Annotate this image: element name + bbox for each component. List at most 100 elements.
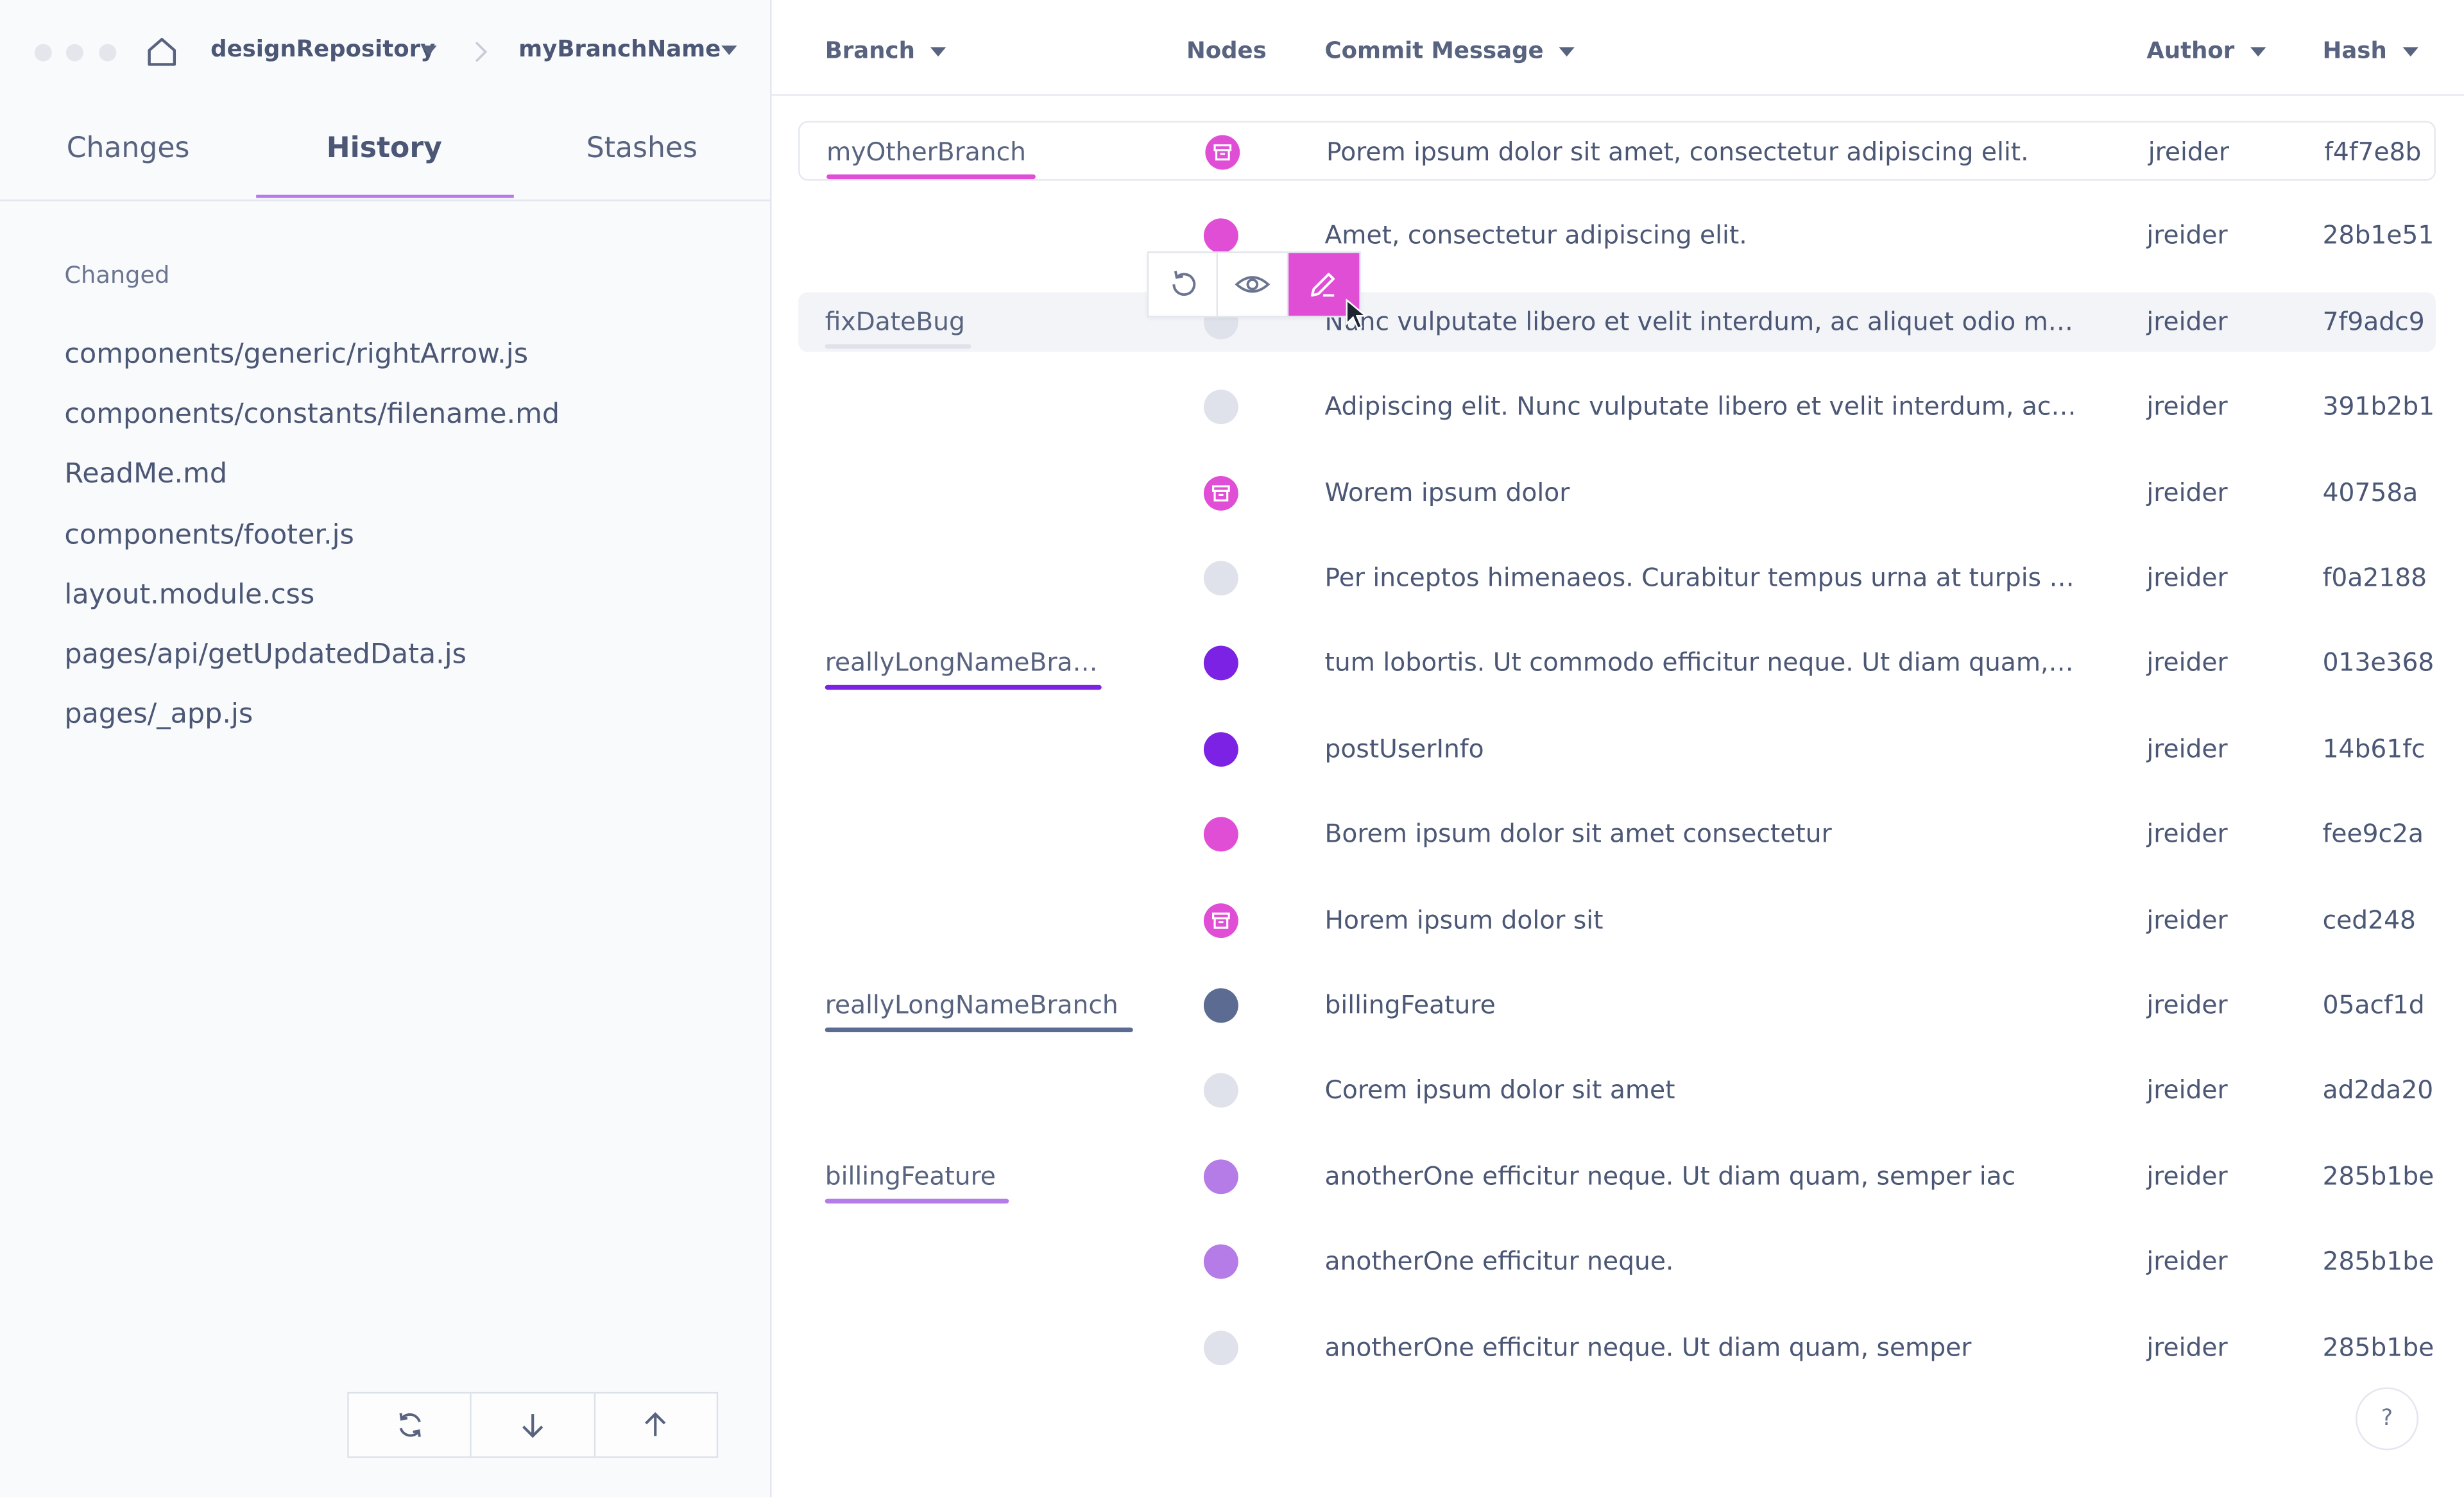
commit-node[interactable]: [1203, 1245, 1238, 1279]
refresh-icon: [398, 1413, 420, 1437]
column-header-author[interactable]: Author: [2146, 39, 2266, 64]
commit-author: jreider: [2146, 1075, 2228, 1105]
sync-button-group: [347, 1392, 719, 1458]
tab-stashes[interactable]: Stashes: [586, 132, 698, 166]
commit-hash[interactable]: 40758a: [2322, 477, 2418, 507]
chevron-down-icon[interactable]: [721, 46, 737, 55]
pull-button[interactable]: [472, 1393, 595, 1457]
active-tab-indicator: [256, 194, 514, 198]
commit-author: jreider: [2146, 733, 2228, 763]
commit-hash[interactable]: 285b1be: [2322, 1331, 2434, 1362]
view-button[interactable]: [1219, 253, 1288, 316]
commit-row[interactable]: Corem ipsum dolor sit amet jreider ad2da20: [798, 1061, 2436, 1121]
changed-file-item[interactable]: layout.module.css: [64, 579, 315, 611]
commit-node[interactable]: [1203, 219, 1238, 254]
column-header-commit-message[interactable]: Commit Message: [1325, 39, 1575, 64]
changed-file-item[interactable]: pages/_app.js: [64, 699, 253, 731]
commit-hash[interactable]: ced248: [2322, 904, 2416, 935]
branch-label[interactable]: reallyLongNameBranch: [825, 647, 1102, 678]
commit-node[interactable]: [1203, 1330, 1238, 1365]
window-minimize-dot[interactable]: [65, 44, 83, 62]
eye-icon: [1235, 276, 1270, 293]
repository-selector[interactable]: designRepository: [210, 37, 436, 63]
commit-node[interactable]: [1203, 988, 1238, 1023]
tab-history[interactable]: History: [326, 132, 442, 166]
commit-node[interactable]: [1203, 731, 1238, 767]
commit-hash[interactable]: 14b61fc: [2322, 733, 2426, 763]
commit-hash[interactable]: f0a2188: [2322, 562, 2427, 593]
push-button[interactable]: [595, 1393, 716, 1456]
commit-node[interactable]: [1203, 817, 1238, 852]
commit-message: Porem ipsum dolor sit amet, consectetur …: [1326, 137, 2029, 167]
column-header-nodes: Nodes: [1186, 39, 1267, 65]
revert-button[interactable]: [1149, 253, 1219, 316]
branch-label[interactable]: fixDateBug: [825, 306, 965, 336]
commit-row[interactable]: postUserInfo jreider 14b61fc: [798, 719, 2436, 779]
changed-file-item[interactable]: components/generic/rightArrow.js: [64, 339, 529, 371]
commit-row[interactable]: Adipiscing elit. Nunc vulputate libero e…: [798, 377, 2436, 437]
branch-label[interactable]: myOtherBranch: [826, 137, 1027, 167]
chevron-down-icon: [2402, 47, 2418, 57]
commit-hash[interactable]: 013e368: [2322, 647, 2434, 678]
branch-color-underline: [825, 343, 971, 349]
commit-node[interactable]: [1203, 1159, 1238, 1194]
changed-file-item[interactable]: ReadMe.md: [64, 459, 228, 491]
commit-message: billingFeature: [1324, 989, 1496, 1020]
commit-row[interactable]: billingFeature anotherOne efficitur neque…: [798, 1146, 2436, 1206]
commit-node[interactable]: [1203, 1073, 1238, 1109]
branch-label[interactable]: billingFeature: [825, 1161, 996, 1191]
help-button[interactable]: ?: [2356, 1387, 2419, 1451]
commit-row[interactable]: Per inceptos himenaeos. Curabitur tempus…: [798, 549, 2436, 608]
column-header-hash[interactable]: Hash: [2323, 39, 2418, 64]
commit-author: jreider: [2146, 904, 2228, 935]
commit-row[interactable]: reallyLongNameBranch tum lobortis. Ut com…: [798, 634, 2436, 694]
commit-row[interactable]: myOtherBranch Porem ipsum dolor sit amet,…: [798, 121, 2436, 181]
commit-row[interactable]: Amet, consectetur adipiscing elit. jreide…: [798, 207, 2436, 266]
arrow-down-icon: [522, 1414, 543, 1438]
commit-hash[interactable]: 05acf1d: [2322, 989, 2425, 1020]
commit-hash[interactable]: 285b1be: [2322, 1161, 2434, 1191]
commit-hash[interactable]: ad2da20: [2322, 1075, 2434, 1105]
commit-message: Corem ipsum dolor sit amet: [1324, 1075, 1675, 1105]
commit-row[interactable]: Borem ipsum dolor sit amet consectetur jr…: [798, 804, 2436, 864]
commit-hash[interactable]: f4f7e8b: [2324, 137, 2422, 167]
commit-message: Horem ipsum dolor sit: [1324, 904, 1604, 935]
commit-hash[interactable]: 285b1be: [2322, 1246, 2434, 1277]
commit-node[interactable]: [1203, 561, 1238, 596]
window-maximize-dot[interactable]: [99, 44, 117, 62]
commit-row[interactable]: anotherOne efficitur neque. jreider 285b1b…: [798, 1232, 2436, 1291]
branch-selector[interactable]: myBranchName: [518, 37, 721, 63]
home-icon[interactable]: [144, 35, 179, 76]
tab-changes[interactable]: Changes: [66, 132, 190, 166]
commit-hash[interactable]: 7f9adc9: [2322, 306, 2425, 336]
commit-hash[interactable]: 28b1e51: [2322, 220, 2434, 251]
window-close-dot[interactable]: [34, 44, 52, 62]
branch-color-underline: [825, 685, 1102, 691]
stash-node[interactable]: [1203, 903, 1238, 938]
commit-hash[interactable]: fee9c2a: [2322, 819, 2424, 849]
commit-message: Adipiscing elit. Nunc vulputate libero e…: [1324, 391, 2080, 421]
commit-row[interactable]: anotherOne efficitur neque. Ut diam quam…: [798, 1318, 2436, 1377]
changed-file-item[interactable]: components/constants/filename.md: [64, 399, 560, 431]
stash-icon: [1212, 912, 1230, 928]
commit-author: jreider: [2146, 1331, 2228, 1362]
branch-color-underline: [826, 174, 1036, 180]
commit-row[interactable]: Worem ipsum dolor jreider 40758a: [798, 463, 2436, 522]
branch-label[interactable]: reallyLongNameBranch: [825, 989, 1118, 1020]
commit-hash[interactable]: 391b2b1: [2322, 391, 2435, 421]
pencil-icon: [1311, 273, 1335, 297]
commit-author: jreider: [2146, 306, 2228, 336]
commit-node[interactable]: [1203, 389, 1238, 425]
refresh-button[interactable]: [349, 1393, 472, 1457]
changed-file-item[interactable]: pages/api/getUpdatedData.js: [64, 639, 467, 671]
commit-message: Worem ipsum dolor: [1324, 477, 1570, 507]
commit-row[interactable]: reallyLongNameBranch billingFeature jreide…: [798, 976, 2436, 1035]
column-header-branch[interactable]: Branch: [825, 39, 946, 64]
commit-row[interactable]: Horem ipsum dolor sit jreider ced248: [798, 890, 2436, 950]
stash-node[interactable]: [1203, 475, 1238, 510]
stash-node[interactable]: [1205, 135, 1240, 170]
changed-file-item[interactable]: components/footer.js: [64, 519, 354, 551]
commit-node[interactable]: [1203, 646, 1238, 681]
commit-row[interactable]: fixDateBug Nunc vulputate libero et velit…: [798, 292, 2436, 352]
chevron-down-icon[interactable]: [421, 46, 437, 55]
